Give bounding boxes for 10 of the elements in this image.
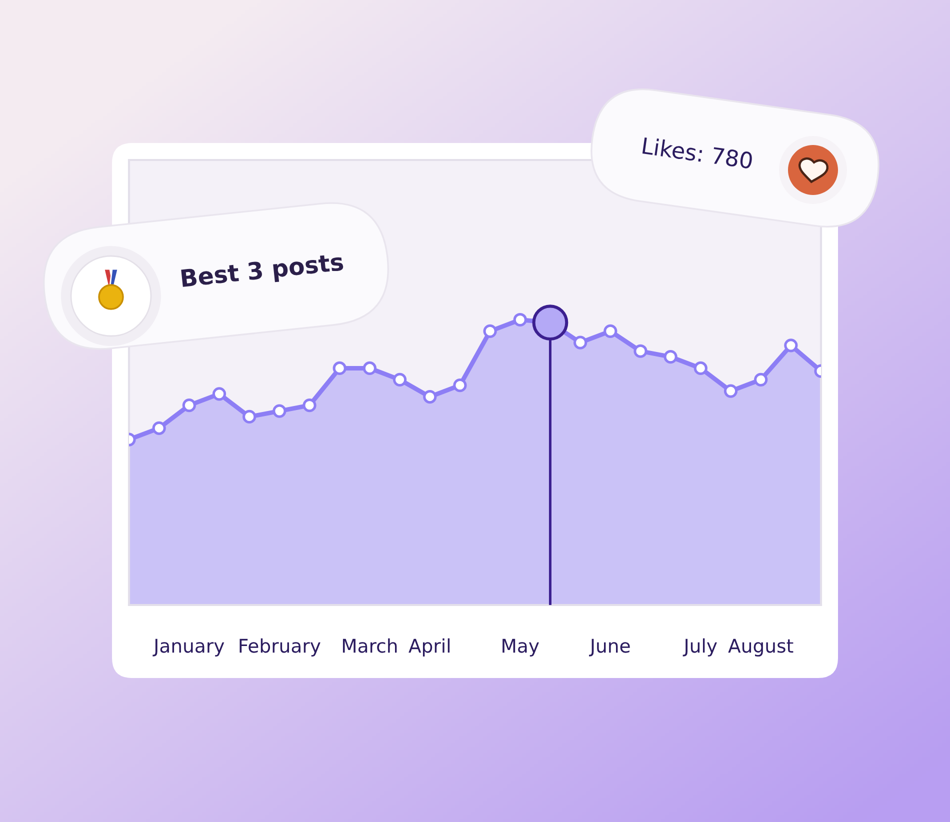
x-tick-label: May [502,638,539,656]
x-tick-label: August [728,638,794,656]
x-tick-label: July [682,638,717,656]
text: Likes: 780 [642,136,753,170]
x-tick-label: April [408,638,450,656]
x-tick-label: March [342,638,397,653]
text: Best 3 posts [181,252,344,292]
x-tick-label: January [152,638,224,656]
x-tick-label: June [589,638,630,656]
x-tick-label: February [240,638,320,656]
